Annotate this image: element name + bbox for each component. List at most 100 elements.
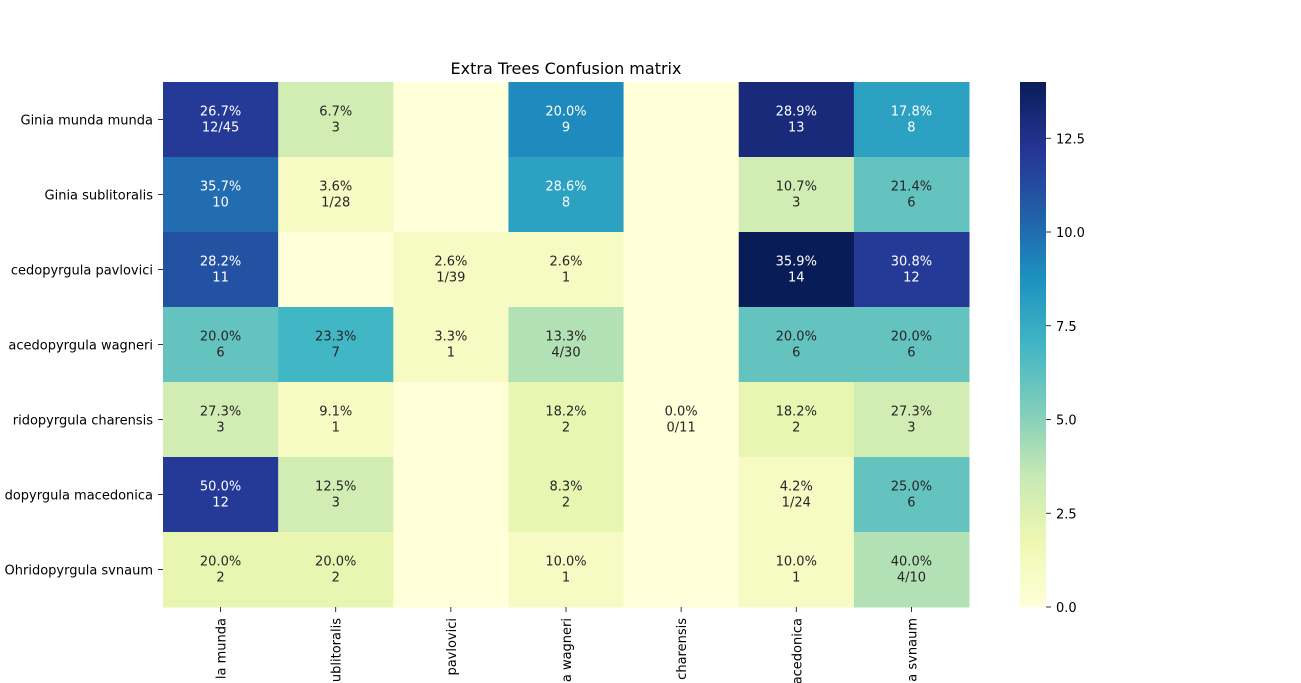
- heatmap-cell: [393, 457, 509, 533]
- cell-count-label: 2: [332, 571, 340, 586]
- cell-percent-label: 0.0%: [665, 405, 698, 420]
- x-tick-label: a svnaum: [905, 618, 920, 682]
- x-tick-label: ublitoralis: [330, 618, 345, 682]
- heatmap-cell: [738, 457, 855, 533]
- heatmap-cell: [278, 157, 394, 233]
- heatmap-cell: [853, 307, 970, 383]
- y-axis-tick-labels: Ginia munda munda Ginia sublitoralis cedop…: [5, 114, 163, 579]
- cell-count-label: 11: [212, 271, 229, 286]
- heatmap-cell: [738, 382, 855, 458]
- cell-count-label: 6: [907, 496, 915, 511]
- heatmap-cell: [278, 82, 394, 158]
- x-tick-label: la munda: [215, 618, 230, 679]
- cell-count-label: 1: [332, 421, 340, 436]
- cell-percent-label: 20.0%: [315, 555, 356, 570]
- y-tick-label: Ginia sublitoralis: [45, 189, 154, 204]
- cell-percent-label: 8.3%: [549, 480, 582, 495]
- cell-percent-label: 40.0%: [891, 555, 932, 570]
- heatmap-cell: [853, 532, 970, 608]
- heatmap-cell: [853, 82, 970, 158]
- cell-count-label: 1: [562, 571, 570, 586]
- cell-count-label: 1/24: [782, 496, 811, 511]
- cell-count-label: 7: [332, 346, 340, 361]
- heatmap-cell: [508, 232, 625, 308]
- cell-count-label: 1: [447, 346, 455, 361]
- heatmap-cell: [508, 457, 625, 533]
- heatmap-cell: [393, 307, 509, 383]
- heatmap-cell: [163, 232, 279, 308]
- cell-count-label: 6: [792, 346, 800, 361]
- heatmap-cell: [508, 382, 625, 458]
- colorbar-tick-label: 12.5: [1056, 132, 1085, 147]
- heatmap-cell: [163, 532, 279, 608]
- heatmap-cell: [163, 157, 279, 233]
- cell-percent-label: 27.3%: [891, 405, 932, 420]
- cell-percent-label: 20.0%: [200, 555, 241, 570]
- colorbar-tick-label: 2.5: [1056, 507, 1077, 522]
- cell-percent-label: 27.3%: [200, 405, 241, 420]
- y-tick-label: cedopyrgula pavlovici: [11, 264, 153, 279]
- cell-count-label: 6: [907, 196, 915, 211]
- cell-count-label: 12: [903, 271, 920, 286]
- heatmap-cell: [278, 307, 394, 383]
- cell-percent-label: 35.9%: [776, 255, 817, 270]
- heatmap-cell: [853, 157, 970, 233]
- cell-percent-label: 13.3%: [545, 330, 586, 345]
- cell-percent-label: 25.0%: [891, 480, 932, 495]
- cell-percent-label: 17.8%: [891, 105, 932, 120]
- heatmap-cell: [738, 307, 855, 383]
- y-tick-label: Ginia munda munda: [21, 114, 154, 129]
- heatmap-cell: [508, 307, 625, 383]
- cell-percent-label: 9.1%: [319, 405, 352, 420]
- y-tick-label: acedopyrgula wagneri: [8, 339, 153, 354]
- cell-percent-label: 20.0%: [891, 330, 932, 345]
- heatmap-cell: [393, 157, 509, 233]
- cell-percent-label: 20.0%: [776, 330, 817, 345]
- heatmap-cell: [738, 82, 855, 158]
- colorbar-tick-label: 7.5: [1056, 320, 1077, 335]
- heatmap-cell: [738, 532, 855, 608]
- y-tick-label: Ohridopyrgula svnaum: [5, 564, 153, 579]
- colorbar-tick-label: 5.0: [1056, 414, 1077, 429]
- heatmap-cell: [278, 457, 394, 533]
- heatmap-cell: [623, 532, 740, 608]
- cell-percent-label: 21.4%: [891, 180, 932, 195]
- heatmap-cell: [278, 232, 394, 308]
- cell-percent-label: 2.6%: [434, 255, 467, 270]
- cell-percent-label: 10.7%: [776, 180, 817, 195]
- cell-percent-label: 20.0%: [200, 330, 241, 345]
- cell-count-label: 4/10: [897, 571, 926, 586]
- cell-count-label: 0/11: [667, 421, 696, 436]
- heatmap-cells: 26.7%12/456.7%320.0%928.9%1317.8%835.7%1…: [163, 82, 970, 608]
- x-tick-label: acedonica: [790, 618, 805, 683]
- cell-count-label: 12/45: [202, 121, 239, 136]
- heatmap-cell: [163, 82, 279, 158]
- heatmap-cell: [163, 307, 279, 383]
- cell-percent-label: 28.6%: [545, 180, 586, 195]
- cell-count-label: 2: [562, 421, 570, 436]
- cell-count-label: 14: [788, 271, 805, 286]
- heatmap-cell: [393, 532, 509, 608]
- y-tick-label: dopyrgula macedonica: [5, 489, 153, 504]
- heatmap-cell: [623, 157, 740, 233]
- heatmap-cell: [853, 232, 970, 308]
- cell-count-label: 3: [332, 121, 340, 136]
- heatmap-cell: [853, 457, 970, 533]
- heatmap-cell: [508, 82, 625, 158]
- cell-percent-label: 18.2%: [545, 405, 586, 420]
- heatmap-cell: [508, 532, 625, 608]
- cell-count-label: 8: [907, 121, 915, 136]
- heatmap-cell: [393, 82, 509, 158]
- cell-count-label: 1/39: [436, 271, 465, 286]
- x-tick-label: a wagneri: [560, 618, 575, 682]
- heatmap-cell: [738, 232, 855, 308]
- cell-percent-label: 26.7%: [200, 105, 241, 120]
- cell-count-label: 3: [332, 496, 340, 511]
- colorbar: 0.0 2.5 5.0 7.5 10.0 12.5: [1020, 82, 1085, 616]
- cell-count-label: 6: [907, 346, 915, 361]
- cell-percent-label: 30.8%: [891, 255, 932, 270]
- cell-percent-label: 6.7%: [319, 105, 352, 120]
- cell-percent-label: 18.2%: [776, 405, 817, 420]
- heatmap-cell: [623, 382, 740, 458]
- cell-percent-label: 4.2%: [780, 480, 813, 495]
